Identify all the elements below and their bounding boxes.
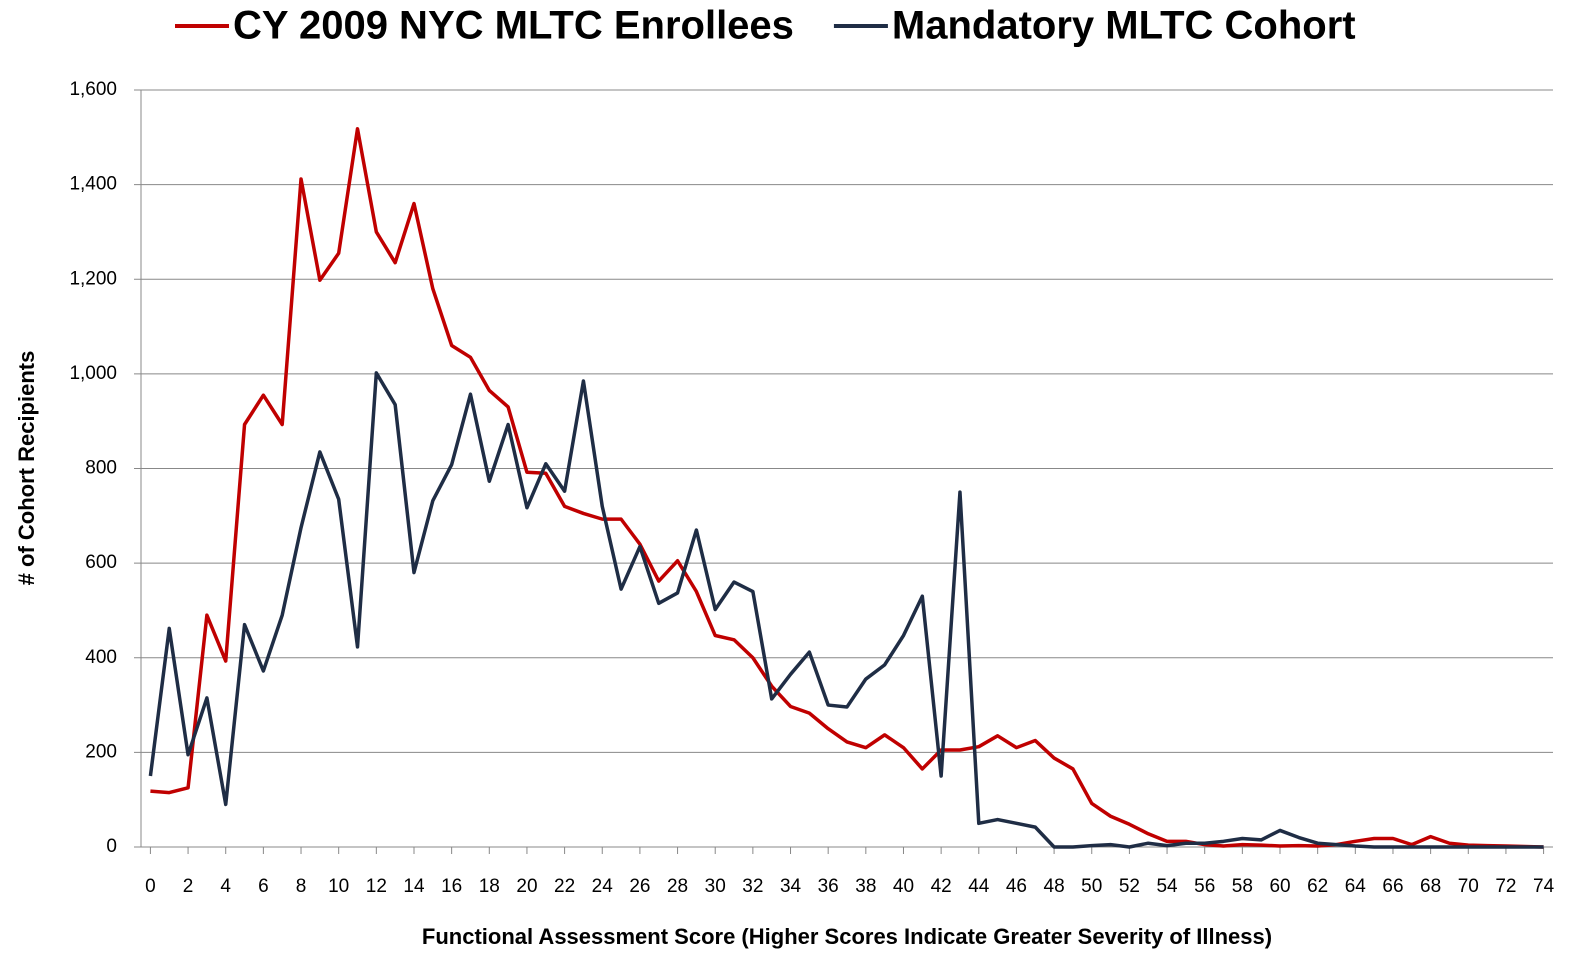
x-tick-label: 34	[780, 876, 802, 897]
x-tick-label: 46	[1006, 876, 1027, 897]
x-tick-label: 2	[183, 876, 194, 897]
x-tick-label: 14	[403, 876, 425, 897]
x-tick-label: 70	[1458, 876, 1479, 897]
x-tick-label: 44	[968, 876, 990, 897]
y-axis-title: # of Cohort Recipients	[14, 351, 39, 586]
y-tick-label: 800	[85, 458, 117, 479]
x-tick-label: 56	[1194, 876, 1215, 897]
x-tick-label: 40	[893, 876, 914, 897]
x-tick-label: 54	[1156, 876, 1178, 897]
x-tick-label: 60	[1269, 876, 1290, 897]
x-tick-label: 4	[220, 876, 231, 897]
x-tick-label: 28	[667, 876, 688, 897]
x-tick-label: 30	[705, 876, 726, 897]
x-tick-label: 68	[1420, 876, 1441, 897]
x-tick-label: 52	[1119, 876, 1140, 897]
y-tick-label: 200	[85, 741, 117, 762]
x-tick-label: 20	[516, 876, 537, 897]
x-tick-label: 62	[1307, 876, 1328, 897]
x-axis-title: Functional Assessment Score (Higher Scor…	[422, 924, 1272, 949]
x-tick-label: 0	[145, 876, 156, 897]
x-tick-label: 74	[1533, 876, 1555, 897]
x-tick-label: 64	[1345, 876, 1367, 897]
x-tick-label: 48	[1044, 876, 1065, 897]
x-tick-label: 32	[742, 876, 763, 897]
x-tick-label: 22	[554, 876, 575, 897]
x-tick-label: 66	[1382, 876, 1403, 897]
y-tick-label: 600	[85, 552, 117, 573]
y-tick-label: 1,400	[69, 174, 117, 195]
x-tick-label: 26	[629, 876, 650, 897]
x-tick-label: 50	[1081, 876, 1102, 897]
legend-label: CY 2009 NYC MLTC Enrollees	[233, 4, 794, 48]
x-tick-label: 42	[931, 876, 952, 897]
x-tick-label: 24	[592, 876, 614, 897]
y-tick-label: 400	[85, 647, 117, 668]
x-tick-label: 6	[258, 876, 269, 897]
series-line	[150, 127, 1544, 849]
x-tick-label: 38	[855, 876, 876, 897]
x-tick-label: 8	[296, 876, 307, 897]
x-tick-label: 18	[479, 876, 500, 897]
x-tick-label: 12	[366, 876, 387, 897]
y-tick-label: 1,000	[69, 363, 117, 384]
x-tick-label: 16	[441, 876, 462, 897]
y-tick-label: 1,200	[69, 268, 117, 289]
x-tick-label: 36	[818, 876, 839, 897]
x-tick-label: 58	[1232, 876, 1253, 897]
x-tick-label: 10	[328, 876, 349, 897]
y-tick-label: 0	[106, 836, 117, 857]
legend-label: Mandatory MLTC Cohort	[892, 4, 1356, 48]
x-tick-label: 72	[1495, 876, 1516, 897]
series-line	[148, 371, 1544, 849]
y-tick-label: 1,600	[69, 79, 117, 100]
